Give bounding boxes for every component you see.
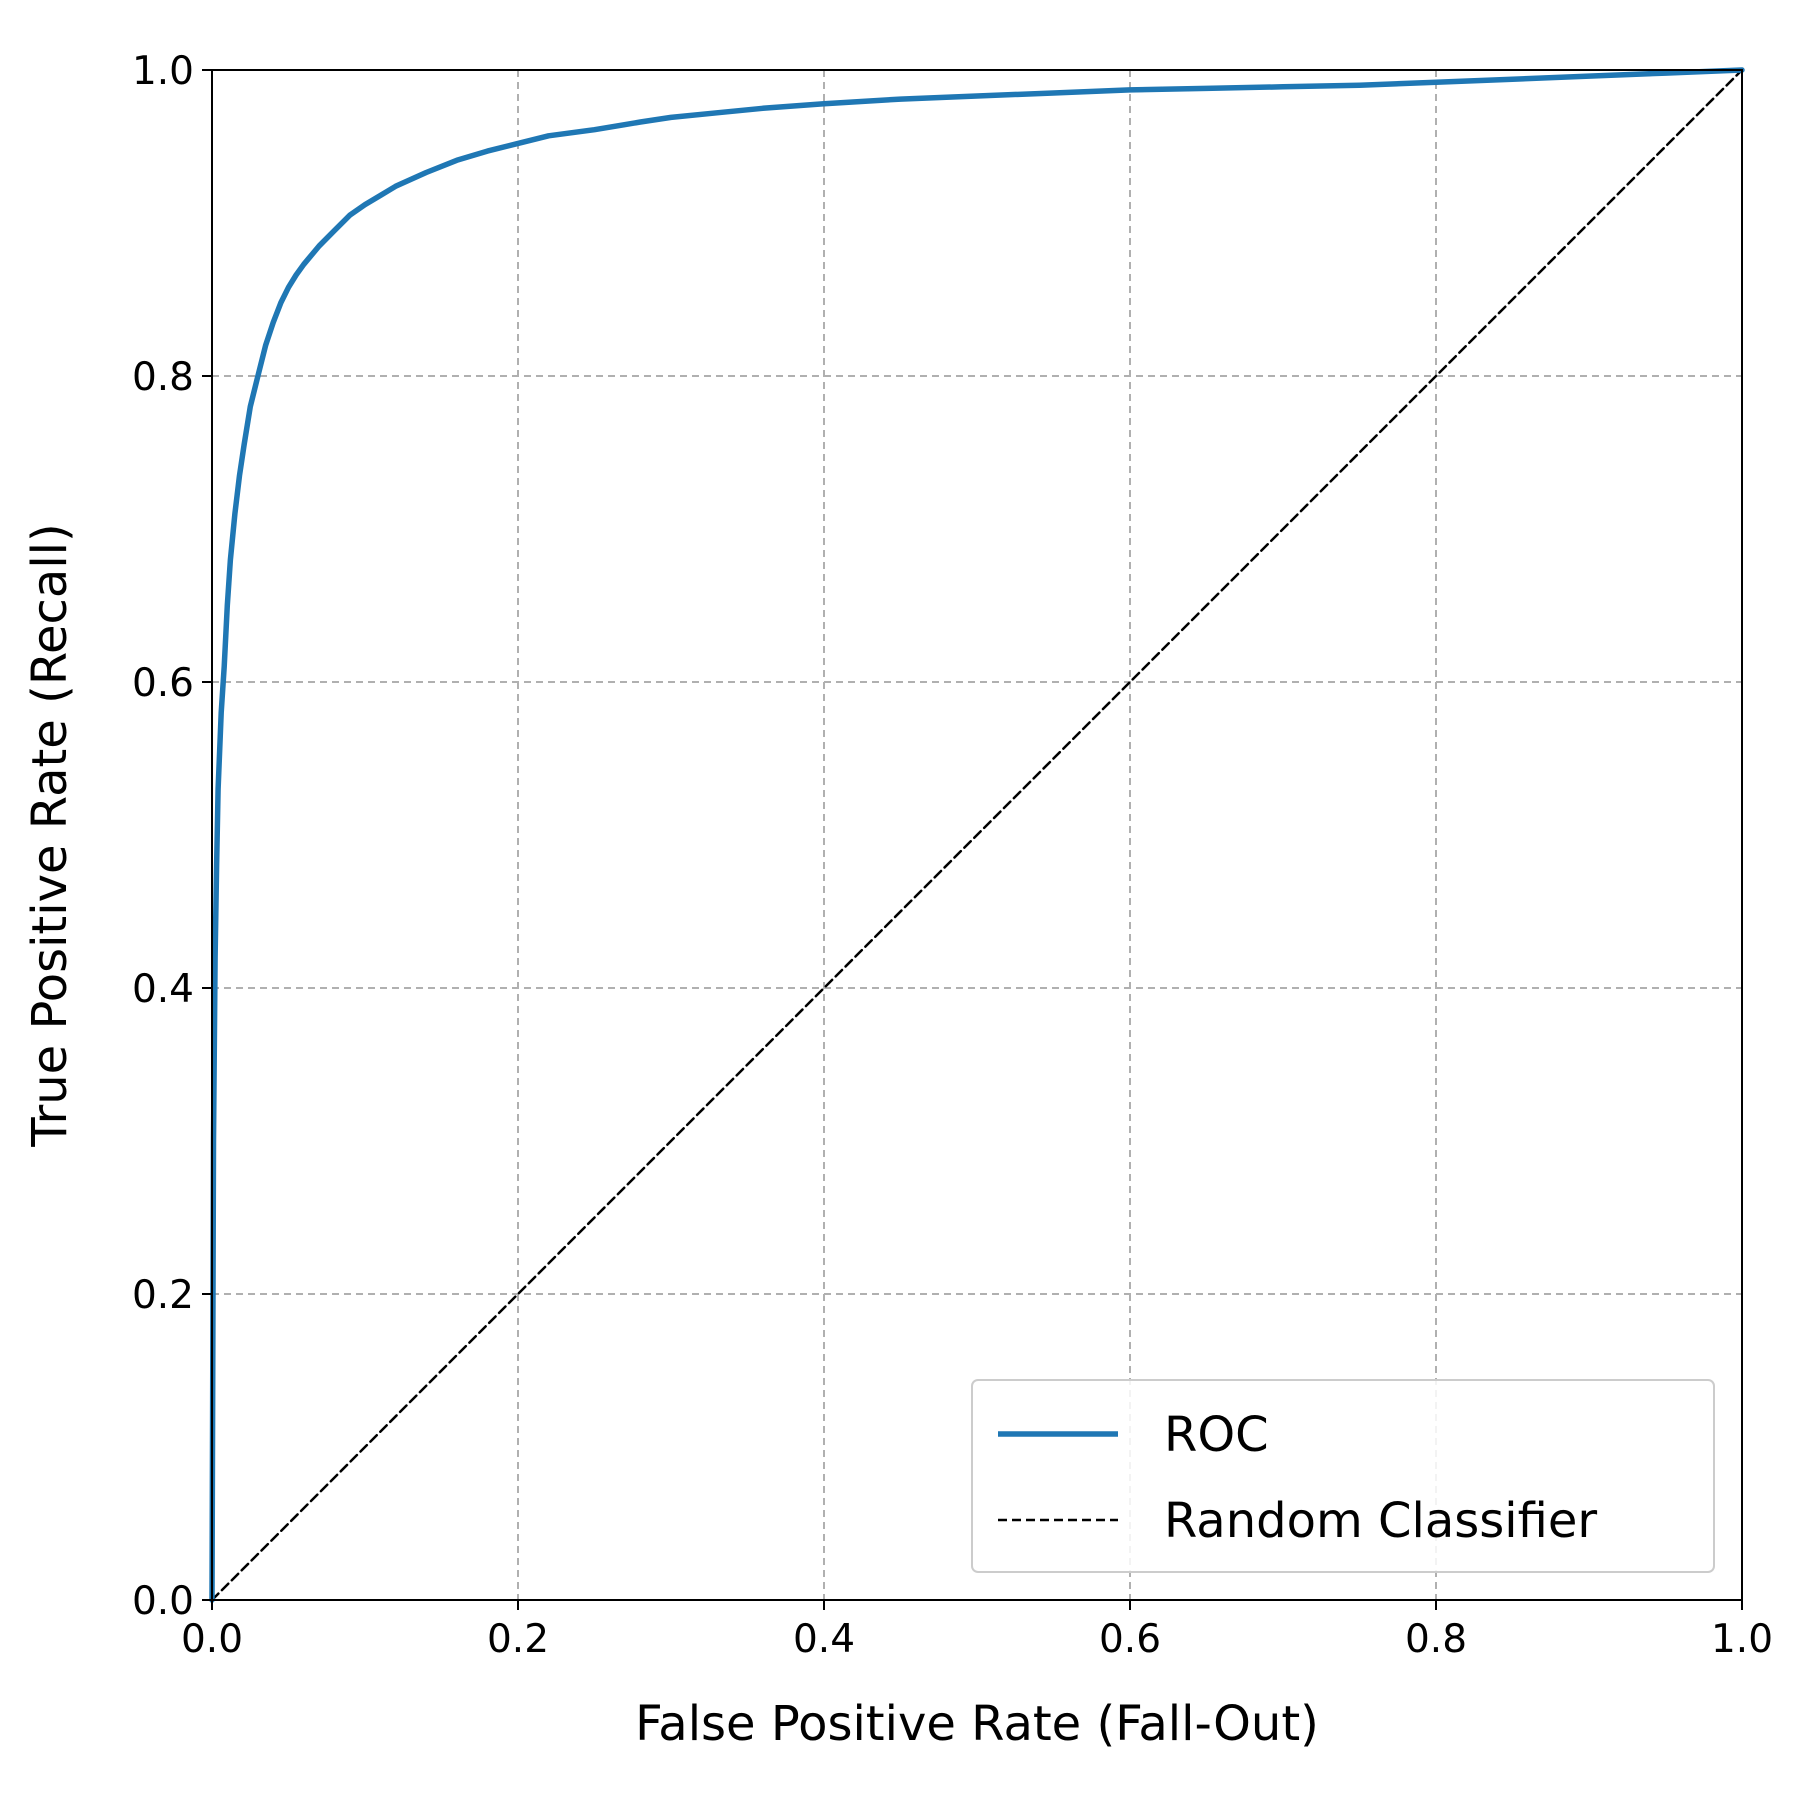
x-tick-label: 0.2	[487, 1617, 549, 1662]
axis-ticks: 0.0 0.2 0.4 0.6 0.8 1.0 0.0 0.2 0.4 0.6 0.8 1.0	[132, 49, 1773, 1662]
grid-lines	[212, 70, 1742, 1600]
y-tick-label: 1.0	[132, 49, 194, 94]
legend-label-roc: ROC	[1164, 1407, 1269, 1463]
x-tick-label: 0.0	[181, 1617, 243, 1662]
y-axis-label: True Positive Rate (Recall)	[22, 523, 78, 1147]
x-tick-label: 0.6	[1099, 1617, 1161, 1662]
legend-box	[971, 1379, 1715, 1573]
y-tick-label: 0.6	[132, 661, 194, 706]
x-tick-label: 1.0	[1711, 1617, 1773, 1662]
x-tick-label: 0.4	[793, 1617, 855, 1662]
series-line-random-classifier	[210, 68, 1744, 1602]
legend-label-random-classifier: Random Classifier	[1164, 1493, 1597, 1549]
series-line-roc	[209, 67, 1745, 1603]
y-tick-label: 0.8	[132, 355, 194, 400]
y-tick-label: 0.2	[132, 1273, 194, 1318]
x-tick-label: 0.8	[1405, 1617, 1467, 1662]
y-tick-label: 0.4	[132, 967, 194, 1012]
legend: ROC Random Classifier	[971, 1379, 1715, 1573]
x-axis-label: False Positive Rate (Fall-Out)	[635, 1696, 1319, 1752]
series-layer	[209, 67, 1745, 1603]
plot-frame	[211, 69, 1743, 1601]
y-tick-label: 0.0	[132, 1579, 194, 1624]
